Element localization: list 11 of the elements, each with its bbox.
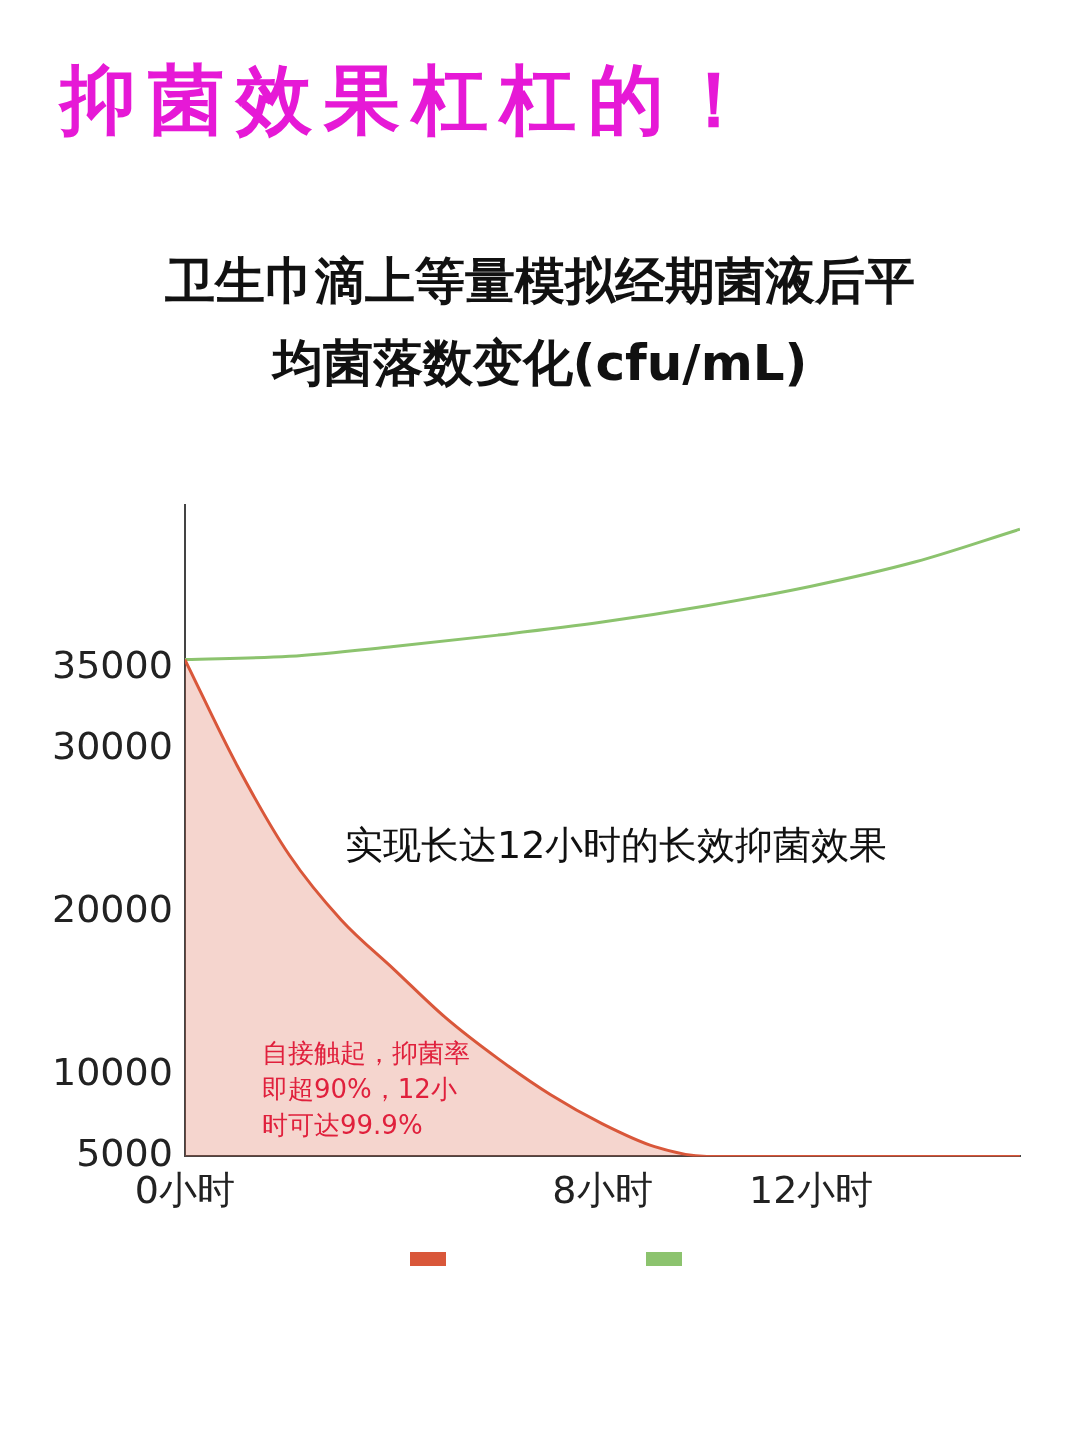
line-series xyxy=(184,527,1020,662)
x-tick-label: 12小时 xyxy=(749,1168,874,1213)
y-tick-label: 20000 xyxy=(51,886,173,931)
chart-subtitle: 卫生巾滴上等量模拟经期菌液后平均菌落数变化(cfu/mL) xyxy=(164,251,916,394)
annotation: 自接触起，抑菌率即超90%，12小时可达99.9% xyxy=(262,1037,471,1142)
x-tick-label: 8小时 xyxy=(552,1168,653,1213)
y-tick-label: 30000 xyxy=(51,724,173,769)
annotation: 实现长达12小时的长效抑菌效果 xyxy=(345,822,888,869)
y-tick-label: 10000 xyxy=(51,1049,173,1094)
y-tick-label: 35000 xyxy=(51,642,173,687)
chart-title: 抑菌效果杠杠的！ xyxy=(60,54,764,146)
